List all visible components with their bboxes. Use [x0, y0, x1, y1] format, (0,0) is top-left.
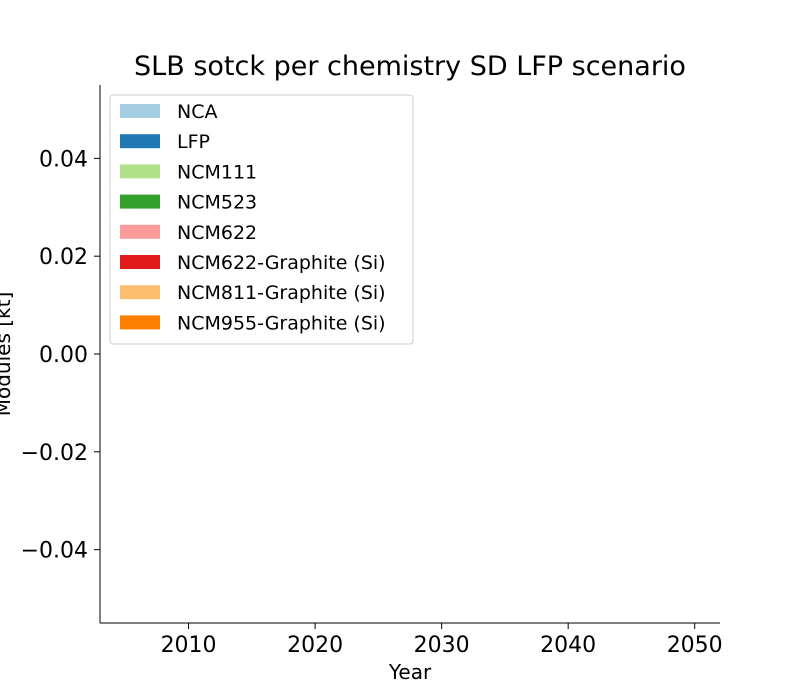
- legend-swatch: [120, 164, 160, 179]
- legend-label: NCA: [177, 101, 217, 123]
- legend-swatch: [120, 134, 160, 149]
- x-ticks: 2010 2020 2030 2040 2050: [161, 623, 723, 658]
- y-tick-label: 0.04: [39, 147, 88, 172]
- y-tick-label: 0.00: [39, 343, 88, 368]
- legend-label: NCM622-Graphite (Si): [177, 252, 386, 274]
- x-tick-label: 2020: [287, 633, 343, 658]
- legend-label: NCM523: [177, 192, 257, 214]
- legend-swatch: [120, 194, 160, 209]
- legend-swatch: [120, 224, 160, 239]
- y-tick-label: 0.02: [39, 245, 88, 270]
- legend-swatch: [120, 255, 160, 269]
- y-ticks: 0.04 0.02 0.00 −0.02 −0.04: [21, 147, 100, 564]
- x-axis-label: Year: [388, 660, 432, 684]
- y-tick-label: −0.02: [21, 441, 88, 466]
- chart-title: SLB sotck per chemistry SD LFP scenario: [134, 51, 686, 82]
- legend-label: NCM111: [177, 161, 257, 183]
- legend-box: [109, 94, 414, 345]
- legend-swatch: [120, 285, 160, 300]
- legend-swatch: [120, 104, 160, 118]
- y-axis-label: Modules [kt]: [0, 292, 15, 417]
- legend-entries: NCA LFP NCM111 NCM523 NCM622 NCM622-Graphite …: [120, 101, 386, 334]
- x-tick-label: 2040: [540, 633, 596, 658]
- legend-label: NCM622: [177, 222, 257, 244]
- x-tick-label: 2010: [161, 633, 217, 658]
- x-tick-label: 2030: [414, 633, 470, 658]
- legend: NCA LFP NCM111 NCM523 NCM622 NCM622-Graphite …: [109, 94, 414, 345]
- legend-swatch: [120, 315, 160, 330]
- x-tick-label: 2050: [667, 633, 723, 658]
- legend-label: NCM811-Graphite (Si): [177, 282, 386, 304]
- y-tick-label: −0.04: [21, 539, 88, 564]
- legend-label: NCM955-Graphite (Si): [177, 312, 386, 334]
- legend-label: LFP: [177, 131, 210, 153]
